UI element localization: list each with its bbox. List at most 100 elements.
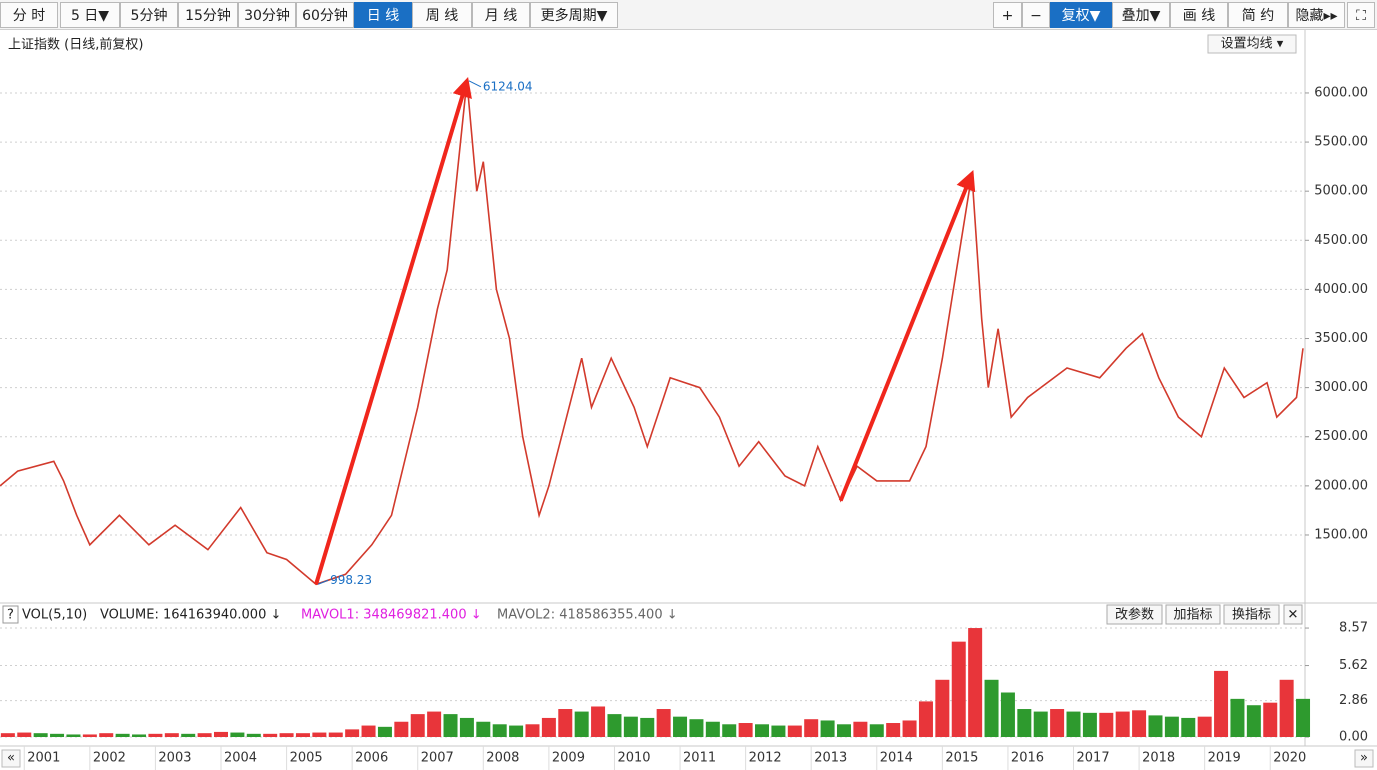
indicator-button-label[interactable]: 加指标 [1173, 608, 1212, 623]
x-tick-label: 2013 [814, 751, 847, 766]
y-tick-label: 5.62 [1339, 658, 1368, 673]
volume-bar [82, 734, 97, 737]
chart-title: 上证指数 (日线,前复权) [8, 37, 143, 53]
toolbar-button[interactable]: 5分钟 [120, 2, 178, 28]
x-tick-label: 2003 [158, 751, 191, 766]
volume-bar [115, 733, 130, 737]
nav-next-label[interactable]: » [1360, 751, 1368, 766]
volume-bar [1230, 698, 1245, 737]
volume-bar [902, 720, 917, 737]
volume-bar [213, 731, 228, 737]
y-tick-label: 5000.00 [1314, 184, 1368, 199]
volume-bar [246, 733, 261, 737]
indicator-button-label[interactable]: ✕ [1288, 608, 1299, 623]
indicator-button[interactable] [1283, 604, 1303, 625]
y-tick-label: 8.57 [1339, 621, 1368, 636]
help-label[interactable]: ? [7, 608, 14, 623]
nav-prev[interactable] [1, 749, 21, 768]
trend-arrow [314, 76, 472, 585]
y-tick-label: 1500.00 [1314, 527, 1368, 542]
volume-bar [1197, 716, 1212, 737]
toolbar-button[interactable]: 隐藏▸▸ [1288, 2, 1345, 28]
x-tick-label: 2015 [945, 751, 978, 766]
help-button[interactable] [2, 605, 19, 624]
x-tick-label: 2007 [421, 751, 454, 766]
trend-arrow [838, 169, 976, 502]
indicator-button[interactable] [1165, 604, 1221, 625]
toolbar-button[interactable]: ⛶ [1347, 2, 1375, 28]
toolbar-button[interactable]: 15分钟 [178, 2, 238, 28]
toolbar-button[interactable]: 叠加▼ [1112, 2, 1170, 28]
volume-bar [410, 714, 425, 737]
volume-bar [771, 725, 786, 737]
toolbar-button[interactable]: 周 线 [412, 2, 472, 28]
nav-next[interactable] [1354, 749, 1374, 768]
toolbar-button[interactable]: 简 约 [1228, 2, 1288, 28]
ma-button-label[interactable]: 设置均线 ▾ [1221, 37, 1284, 52]
y-tick-label: 2.86 [1339, 693, 1368, 708]
volume-bar [17, 732, 32, 737]
ma-button[interactable] [1207, 34, 1297, 54]
toolbar-button[interactable]: − [1022, 2, 1050, 28]
x-tick-label: 2020 [1273, 751, 1306, 766]
y-tick-label: 0.00 [1339, 730, 1368, 745]
y-tick-label: 4000.00 [1314, 282, 1368, 297]
volume-bar [623, 716, 638, 737]
volume-bar [935, 679, 950, 737]
toolbar-button[interactable]: 画 线 [1170, 2, 1228, 28]
toolbar-button[interactable]: + [993, 2, 1022, 28]
toolbar-button[interactable]: 日 线 [354, 2, 412, 28]
volume-bar [1148, 715, 1163, 737]
toolbar-button[interactable]: 5 日▼ [60, 2, 120, 28]
volume-bar [1296, 698, 1311, 737]
volume-bar [394, 721, 409, 737]
indicator-button-label[interactable]: 改参数 [1115, 607, 1154, 623]
volume-bar [1279, 679, 1294, 737]
volume-bar [656, 709, 671, 737]
volume-bar [459, 717, 474, 737]
x-tick-label: 2004 [224, 751, 257, 766]
volume-bar [1181, 717, 1196, 737]
volume-bar [673, 716, 688, 737]
x-tick-label: 2012 [749, 751, 782, 766]
y-tick-label: 2500.00 [1314, 429, 1368, 444]
indicator-button-label[interactable]: 换指标 [1232, 608, 1271, 623]
x-tick-label: 2008 [486, 751, 519, 766]
toolbar-button[interactable]: 月 线 [472, 2, 530, 28]
toolbar-button[interactable]: 分 时 [0, 2, 58, 28]
legend-entry: VOLUME: 164163940.000 ↓ [100, 608, 281, 623]
volume-bar [1000, 692, 1015, 737]
y-tick-label: 6000.00 [1314, 85, 1368, 100]
indicator-button[interactable] [1223, 604, 1280, 625]
volume-bar [804, 719, 819, 737]
volume-bar [869, 724, 884, 737]
toolbar-button[interactable]: 复权▼ [1050, 2, 1112, 28]
volume-bar [574, 711, 589, 737]
x-tick-label: 2009 [552, 751, 585, 766]
price-line [0, 80, 1304, 586]
volume-bar [755, 724, 770, 737]
volume-bar [787, 725, 802, 737]
volume-bar [705, 721, 720, 737]
volume-bar [50, 733, 65, 737]
toolbar-button[interactable]: 30分钟 [238, 2, 296, 28]
volume-bar [148, 733, 163, 737]
volume-bar [33, 733, 48, 737]
volume-bar [476, 721, 491, 737]
volume-bar [640, 717, 655, 737]
nav-prev-label[interactable]: « [7, 751, 15, 766]
toolbar-button[interactable]: 60分钟 [296, 2, 354, 28]
x-tick-label: 2010 [617, 751, 650, 766]
annotation-leader [468, 80, 482, 88]
toolbar-button[interactable]: 更多周期▼ [530, 2, 618, 28]
volume-bar [1099, 712, 1114, 737]
x-tick-label: 2014 [880, 751, 913, 766]
volume-bar [66, 734, 81, 737]
volume-bar [968, 628, 983, 737]
volume-bar [558, 709, 573, 737]
indicator-button[interactable] [1106, 604, 1163, 625]
volume-bar [886, 723, 901, 737]
volume-bar [377, 726, 392, 737]
